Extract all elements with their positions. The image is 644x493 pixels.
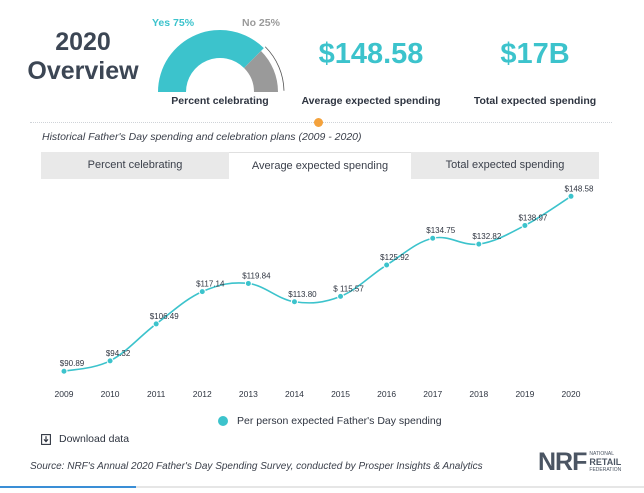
data-label-2017: $134.75: [426, 226, 455, 235]
gauge-no-arc: [244, 50, 278, 92]
celebrating-gauge: [158, 29, 285, 92]
data-point-2013[interactable]: [244, 279, 252, 287]
page-progress-track: [0, 486, 644, 488]
x-tick-2013: 2013: [239, 389, 258, 399]
x-tick-2009: 2009: [55, 389, 74, 399]
data-point-2011[interactable]: [152, 320, 160, 328]
legend-label: Per person expected Father's Day spendin…: [237, 415, 442, 427]
x-tick-2016: 2016: [377, 389, 396, 399]
data-point-2015[interactable]: [337, 292, 345, 300]
tab-average-expected-spending[interactable]: Average expected spending: [229, 152, 411, 179]
gauge-yes-arc: [158, 29, 264, 92]
x-tick-2015: 2015: [331, 389, 350, 399]
data-label-2014: $113.80: [288, 290, 317, 299]
data-label-2015: $ 115.57: [333, 284, 364, 293]
gauge-caption: Percent celebrating: [171, 95, 269, 107]
data-label-2020: $148.58: [565, 184, 594, 193]
tab-percent-celebrating[interactable]: Percent celebrating: [87, 159, 183, 171]
x-tick-2014: 2014: [285, 389, 304, 399]
data-point-2010[interactable]: [106, 357, 114, 365]
data-label-2013: $119.84: [242, 271, 271, 280]
gauge-no-outline: [264, 46, 285, 91]
chart-subtitle: Historical Father's Day spending and cel…: [42, 131, 362, 143]
download-data-button[interactable]: Download data: [41, 433, 129, 445]
data-point-2012[interactable]: [198, 288, 206, 296]
x-tick-2020: 2020: [562, 389, 581, 399]
x-tick-2011: 2011: [147, 389, 166, 399]
data-point-2009[interactable]: [60, 367, 68, 375]
data-point-2014[interactable]: [290, 298, 298, 306]
data-label-2010: $94.32: [106, 349, 131, 358]
data-point-2017[interactable]: [429, 234, 437, 242]
x-tick-2017: 2017: [423, 389, 442, 399]
gauge-no-label: No 25%: [242, 17, 280, 29]
download-icon: [41, 433, 51, 445]
data-label-2016: $125.92: [380, 253, 409, 262]
data-point-2016[interactable]: [383, 261, 391, 269]
x-tick-2012: 2012: [193, 389, 212, 399]
data-label-2012: $117.14: [196, 280, 225, 289]
source-note: Source: NRF's Annual 2020 Father's Day S…: [30, 461, 483, 472]
avg-spending-label: Average expected spending: [301, 95, 441, 107]
logo-line3: Federation: [589, 467, 622, 473]
avg-spending-value: $148.58: [318, 38, 424, 70]
x-tick-2018: 2018: [469, 389, 488, 399]
logo-wordmark: National Retail Federation: [589, 451, 621, 473]
data-label-2018: $132.82: [472, 232, 501, 241]
download-label: Download data: [59, 433, 130, 445]
x-tick-2010: 2010: [101, 389, 120, 399]
spending-line-chart: $90.89 2009 $94.32 2010 $106.49 2011 $117.14 20…: [55, 184, 594, 399]
logo-mark: NRF: [538, 448, 587, 476]
tab-total-expected-spending[interactable]: Total expected spending: [445, 159, 565, 171]
data-point-2018[interactable]: [475, 240, 483, 248]
legend-swatch: [218, 416, 228, 426]
gauge-yes-label: Yes 75%: [152, 17, 195, 29]
x-tick-2019: 2019: [515, 389, 534, 399]
divider-dot: [314, 118, 323, 127]
data-label-2011: $106.49: [150, 312, 179, 321]
overview-title: 2020 Overview: [27, 28, 139, 85]
data-point-2019[interactable]: [521, 221, 529, 229]
nrf-logo: NRF National Retail Federation: [538, 449, 621, 475]
page-progress-fill: [0, 486, 136, 488]
total-spending-value: $17B: [500, 38, 570, 70]
chart-tabs: Percent celebrating Average expected spe…: [41, 152, 599, 179]
total-spending-label: Total expected spending: [473, 95, 597, 107]
series-line: [63, 195, 572, 373]
chart-legend[interactable]: Per person expected Father's Day spendin…: [218, 413, 442, 429]
data-label-2009: $90.89: [60, 359, 85, 368]
data-label-2019: $138.97: [518, 213, 547, 222]
data-point-2020[interactable]: [567, 192, 575, 200]
logo-line1: National: [589, 451, 615, 457]
logo-line2: Retail: [589, 457, 622, 467]
